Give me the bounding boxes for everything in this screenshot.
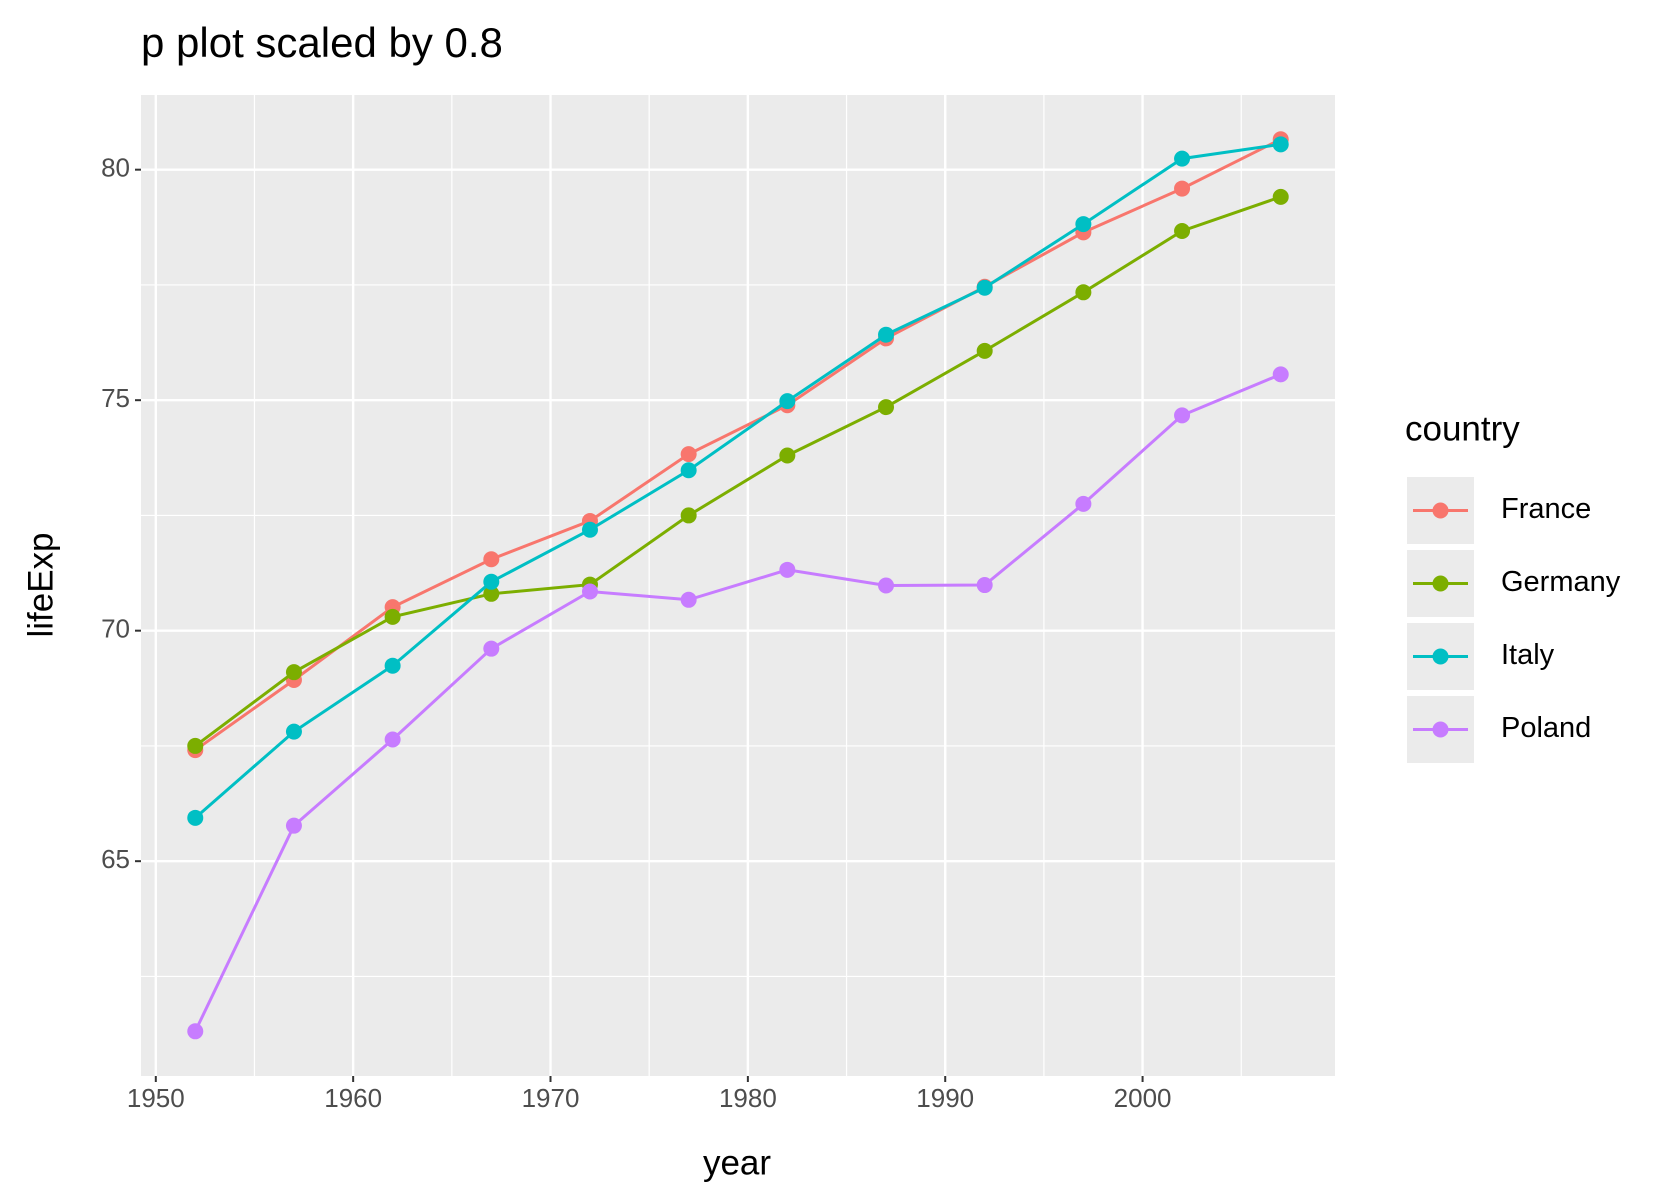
y-tick-label: 65	[101, 844, 130, 874]
y-axis-title: lifeExp	[21, 532, 60, 637]
data-point	[680, 462, 697, 479]
data-point	[483, 573, 500, 590]
data-point	[680, 446, 697, 463]
data-point	[976, 342, 993, 359]
chart-title: p plot scaled by 0.8	[141, 19, 503, 66]
data-point	[483, 551, 500, 568]
data-point	[187, 1023, 204, 1040]
data-point	[384, 657, 401, 674]
legend-label: France	[1501, 493, 1591, 525]
data-point	[1174, 180, 1191, 197]
legend-point	[1432, 648, 1449, 665]
data-point	[187, 737, 204, 754]
series-line	[194, 142, 1281, 819]
data-point	[1272, 366, 1289, 383]
y-tick-label: 70	[101, 614, 130, 644]
x-tick-label: 1960	[324, 1083, 382, 1113]
data-point	[1174, 407, 1191, 424]
legend-point	[1432, 502, 1449, 519]
data-point	[878, 326, 895, 343]
data-point	[779, 561, 796, 578]
data-point	[680, 507, 697, 524]
data-point	[187, 809, 204, 826]
data-point	[878, 399, 895, 416]
data-point	[1075, 284, 1092, 301]
legend-point	[1432, 721, 1449, 738]
data-point	[878, 577, 895, 594]
data-point	[779, 447, 796, 464]
y-tick-label: 75	[101, 383, 130, 413]
data-point	[384, 608, 401, 625]
series-line	[193, 372, 1282, 1032]
legend-label: Italy	[1501, 639, 1555, 671]
series-line	[194, 137, 1282, 752]
data-point	[581, 521, 598, 538]
y-tick-label: 80	[101, 153, 130, 183]
data-point	[483, 640, 500, 657]
legend-point	[1432, 575, 1449, 592]
data-point	[779, 393, 796, 410]
data-point	[1272, 136, 1289, 153]
data-point	[384, 731, 401, 748]
data-point	[976, 279, 993, 296]
legend-title: country	[1405, 409, 1520, 448]
data-point	[285, 664, 302, 681]
legend-label: Germany	[1501, 566, 1621, 598]
x-tick-label: 1970	[522, 1083, 580, 1113]
data-point	[1272, 188, 1289, 205]
data-point	[483, 585, 500, 602]
data-point	[1174, 222, 1191, 239]
data-point	[680, 591, 697, 608]
x-tick-label: 1980	[719, 1083, 777, 1113]
legend-label: Poland	[1501, 712, 1591, 744]
data-point	[285, 817, 302, 834]
x-tick-label: 1990	[916, 1083, 974, 1113]
x-axis-title: year	[703, 1143, 771, 1182]
data-point	[285, 723, 302, 740]
data-point	[1174, 150, 1191, 167]
x-tick-label: 1950	[127, 1083, 185, 1113]
series-line	[194, 195, 1282, 748]
data-point	[1075, 216, 1092, 233]
data-point	[581, 583, 598, 600]
data-point	[1075, 495, 1092, 512]
x-tick-label: 2000	[1114, 1083, 1172, 1113]
data-point	[976, 577, 993, 594]
